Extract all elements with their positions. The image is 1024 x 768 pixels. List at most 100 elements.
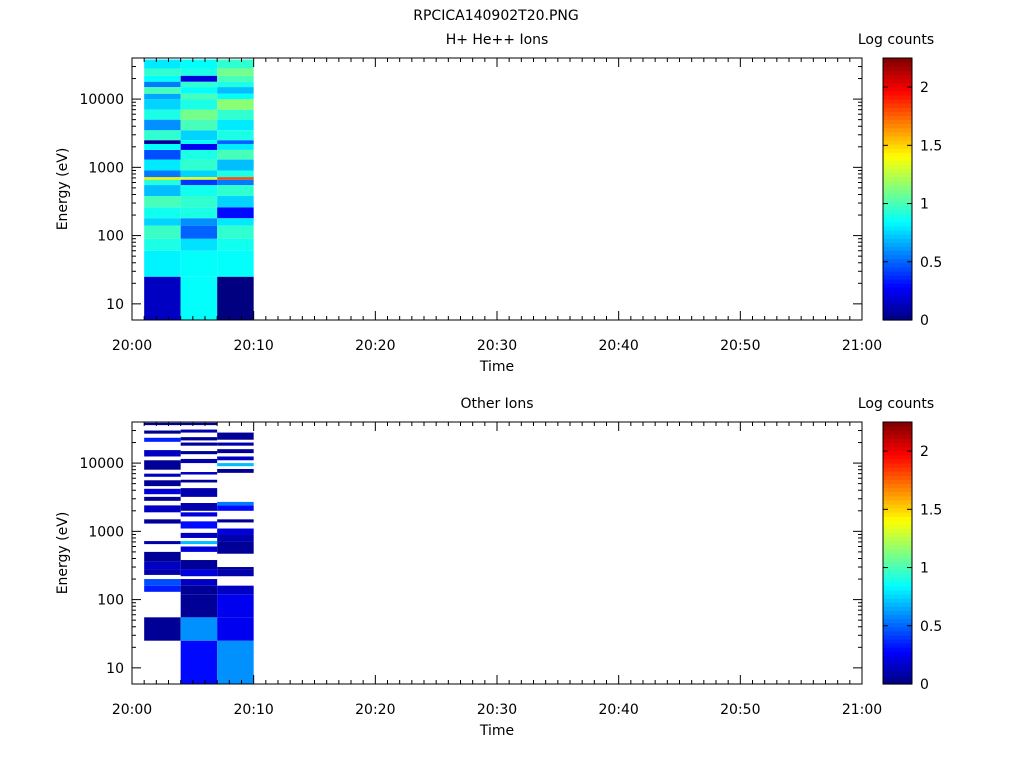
heatmap-cell <box>144 93 181 100</box>
heatmap-cell <box>180 238 218 251</box>
heatmap-cell <box>180 68 218 76</box>
heatmap-cell <box>180 422 218 426</box>
colorbar-segment <box>883 58 912 63</box>
heatmap-cell <box>217 99 254 110</box>
colorbar-segment <box>883 569 912 575</box>
heatmap-cell <box>144 488 181 495</box>
heatmap-cell <box>180 93 218 100</box>
colorbar-segment <box>883 184 912 190</box>
x-tick-label: 20:00 <box>112 338 152 354</box>
heatmap-cell <box>217 59 254 69</box>
heatmap-cell <box>180 437 218 441</box>
heatmap-cell <box>180 585 218 595</box>
colorbar-segment <box>883 250 912 256</box>
heatmap-cell <box>144 170 181 178</box>
heatmap-cell <box>217 640 254 684</box>
colorbar-segment <box>883 274 912 280</box>
y-tick-label: 100 <box>97 229 124 245</box>
colorbar-label: Log counts <box>858 396 934 412</box>
heatmap-cell <box>180 594 218 618</box>
colorbar-segment <box>883 442 912 448</box>
colorbar-segment <box>883 209 912 215</box>
heatmap-cell <box>217 528 254 535</box>
heatmap-cell <box>180 149 218 160</box>
heatmap-cell <box>217 567 254 570</box>
heatmap-cell <box>144 207 181 219</box>
heatmap-cell <box>180 99 218 110</box>
heatmap-cell <box>180 479 218 483</box>
heatmap-cell <box>180 159 218 171</box>
colorbar-segment <box>883 139 912 145</box>
heatmap-cell <box>180 617 218 641</box>
colorbar-segment <box>883 503 912 509</box>
heatmap-cell <box>144 140 181 144</box>
heatmap-cell <box>217 534 254 542</box>
colorbar-segment <box>883 70 912 75</box>
heatmap-cell <box>217 75 254 82</box>
heatmap-cell <box>217 185 254 197</box>
colorbar-tick-label: 0 <box>920 313 929 329</box>
colorbar-label: Log counts <box>858 32 934 48</box>
y-axis-label: Energy (eV) <box>55 512 71 595</box>
colorbar-tick-label: 1 <box>920 561 929 577</box>
heatmap-cell <box>180 512 218 517</box>
colorbar-segment <box>883 225 912 231</box>
heatmap-cell <box>144 87 181 94</box>
x-tick-label: 20:20 <box>355 338 395 354</box>
colorbar-segment <box>883 585 912 591</box>
colorbar-segment <box>883 561 912 566</box>
heatmap-cell <box>144 196 181 208</box>
colorbar-segment <box>883 119 912 125</box>
colorbar-segment <box>883 295 912 301</box>
colorbar-segment <box>883 606 912 611</box>
colorbar-segment <box>883 520 912 525</box>
colorbar-segment <box>883 115 912 120</box>
colorbar-segment <box>883 299 912 305</box>
heatmap-cell <box>144 551 181 562</box>
heatmap-cells <box>144 59 254 320</box>
colorbar-segment <box>883 168 912 174</box>
heatmap-cell <box>217 617 254 641</box>
heatmap-cell <box>144 541 181 545</box>
heatmap-cell <box>180 130 218 141</box>
colorbar-segment <box>883 234 912 239</box>
colorbar-segment <box>883 311 912 317</box>
heatmap-cell <box>217 468 254 473</box>
colorbar-segment <box>883 540 912 546</box>
colorbar-segment <box>883 487 912 493</box>
colorbar-segment <box>883 111 912 116</box>
heatmap-cell <box>217 238 254 251</box>
colorbar-segment <box>883 491 912 497</box>
heatmap-cell <box>144 149 181 160</box>
colorbar-segment <box>883 229 912 235</box>
colorbar-segment <box>883 647 912 652</box>
heatmap-cell <box>180 442 218 446</box>
colorbar-segment <box>883 135 912 141</box>
colorbar-segment <box>883 553 912 558</box>
colorbar-segment <box>883 307 912 313</box>
colorbar-segment <box>883 94 912 100</box>
heatmap-cell <box>144 437 181 442</box>
colorbar: 0 0.5 1 1.5 2 Log counts <box>858 396 942 693</box>
heatmap-cell <box>144 422 181 426</box>
heatmap-cell <box>144 143 181 150</box>
heatmap-cell <box>217 432 254 440</box>
colorbar-segment <box>883 98 912 104</box>
x-tick-label: 20:30 <box>477 338 517 354</box>
colorbar-segment <box>883 82 912 88</box>
heatmap-cell <box>217 541 254 554</box>
colorbar-segment <box>883 479 912 484</box>
colorbar-segment <box>883 197 912 202</box>
colorbar-segment <box>883 651 912 656</box>
colorbar-segment <box>883 610 912 615</box>
heatmap-cell <box>144 250 181 277</box>
heatmap-cell <box>217 505 254 511</box>
heatmap-cell <box>144 68 181 76</box>
colorbar-segment <box>883 667 912 673</box>
heatmap-cell <box>217 225 254 239</box>
colorbar-segment <box>883 180 912 186</box>
y-tick-label: 1000 <box>88 524 124 540</box>
colorbar-tick-label: 1 <box>920 197 929 213</box>
x-tick-label: 20:50 <box>720 702 760 718</box>
